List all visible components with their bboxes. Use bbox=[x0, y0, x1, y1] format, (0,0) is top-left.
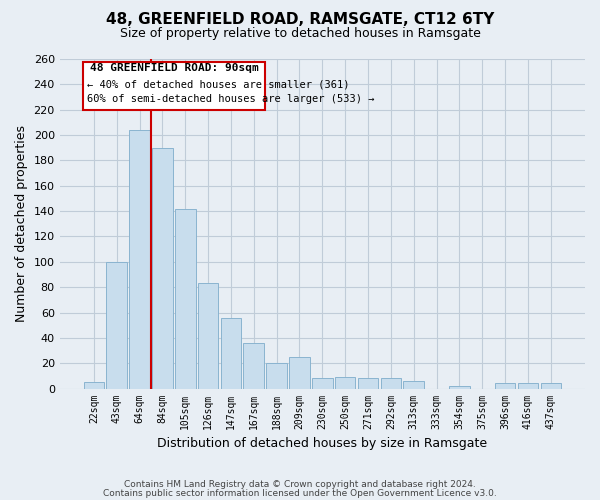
Bar bbox=[198, 284, 218, 389]
Text: 48 GREENFIELD ROAD: 90sqm: 48 GREENFIELD ROAD: 90sqm bbox=[89, 63, 259, 73]
Bar bbox=[312, 378, 332, 388]
Text: 60% of semi-detached houses are larger (533) →: 60% of semi-detached houses are larger (… bbox=[88, 94, 375, 104]
X-axis label: Distribution of detached houses by size in Ramsgate: Distribution of detached houses by size … bbox=[157, 437, 487, 450]
Bar bbox=[541, 384, 561, 388]
Bar bbox=[380, 378, 401, 388]
Bar bbox=[152, 148, 173, 388]
Bar bbox=[495, 384, 515, 388]
Text: Size of property relative to detached houses in Ramsgate: Size of property relative to detached ho… bbox=[119, 28, 481, 40]
Bar bbox=[266, 363, 287, 388]
Bar bbox=[83, 382, 104, 388]
Bar bbox=[335, 377, 355, 388]
Bar bbox=[244, 343, 264, 388]
Bar bbox=[358, 378, 379, 388]
FancyBboxPatch shape bbox=[83, 62, 265, 110]
Text: 48, GREENFIELD ROAD, RAMSGATE, CT12 6TY: 48, GREENFIELD ROAD, RAMSGATE, CT12 6TY bbox=[106, 12, 494, 28]
Text: Contains HM Land Registry data © Crown copyright and database right 2024.: Contains HM Land Registry data © Crown c… bbox=[124, 480, 476, 489]
Bar bbox=[129, 130, 150, 388]
Text: Contains public sector information licensed under the Open Government Licence v3: Contains public sector information licen… bbox=[103, 488, 497, 498]
Bar bbox=[518, 384, 538, 388]
Bar bbox=[106, 262, 127, 388]
Bar bbox=[403, 381, 424, 388]
Y-axis label: Number of detached properties: Number of detached properties bbox=[15, 126, 28, 322]
Bar bbox=[175, 208, 196, 388]
Text: ← 40% of detached houses are smaller (361): ← 40% of detached houses are smaller (36… bbox=[88, 80, 350, 90]
Bar bbox=[449, 386, 470, 388]
Bar bbox=[289, 357, 310, 388]
Bar bbox=[221, 318, 241, 388]
